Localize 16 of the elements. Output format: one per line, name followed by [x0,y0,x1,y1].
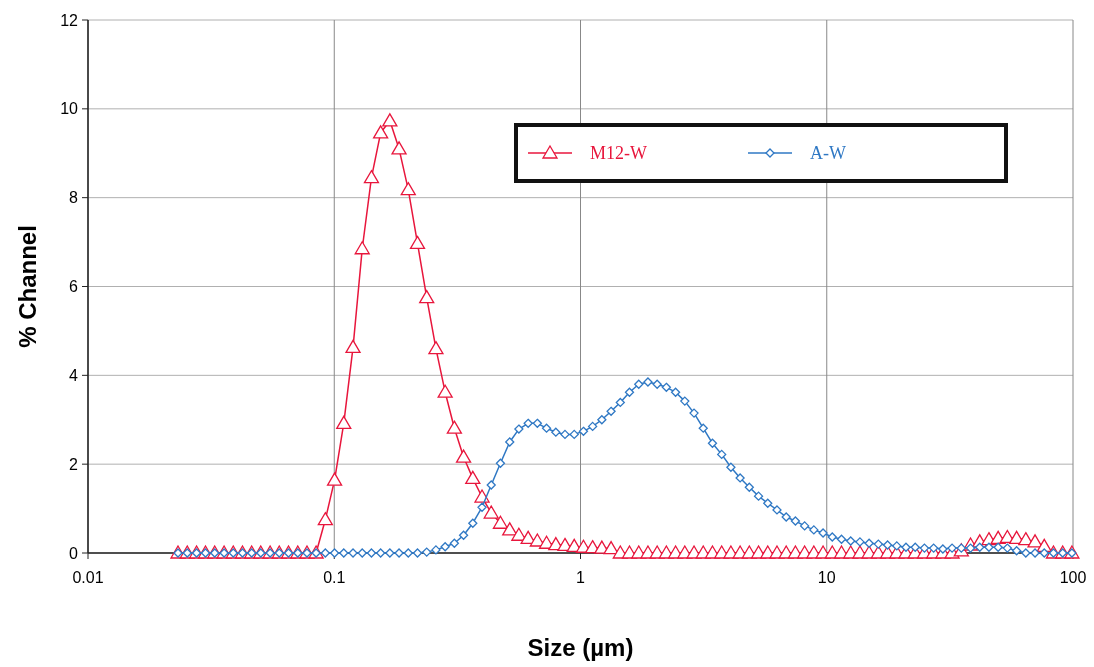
legend-label: A-W [810,143,846,164]
legend-label: M12-W [590,143,647,164]
x-axis-title: Size (µm) [527,634,634,661]
y-tick-label: 10 [60,100,79,118]
x-tick-label: 0.01 [72,569,104,586]
x-tick-label: 1 [576,569,586,586]
x-tick-label: 0.1 [323,569,346,586]
y-tick-label: 6 [69,278,79,296]
y-axis-title: % Channel [14,225,41,348]
y-tick-label: 12 [60,11,79,29]
y-tick-label: 2 [69,455,79,473]
x-tick-label: 100 [1059,569,1087,586]
y-tick-label: 4 [69,366,79,384]
y-tick-label: 8 [69,189,79,207]
y-tick-label: 0 [69,544,79,562]
x-tick-label: 10 [817,569,836,586]
